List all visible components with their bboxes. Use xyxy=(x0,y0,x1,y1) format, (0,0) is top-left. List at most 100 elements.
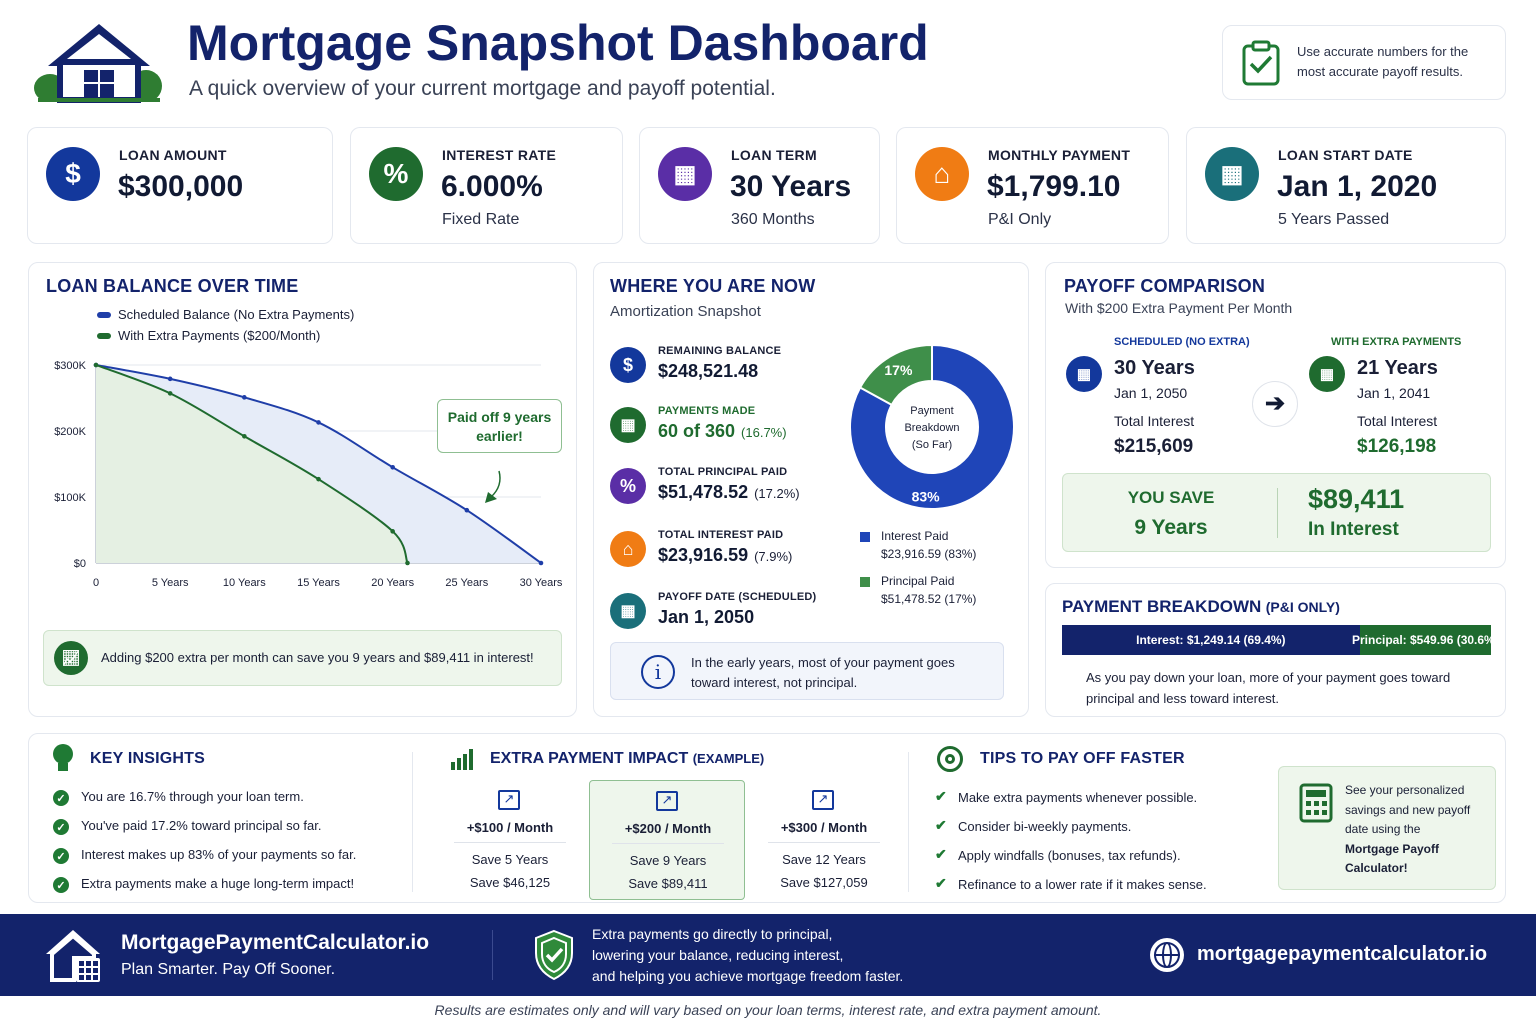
snapshot-value: $23,916.59 (7.9%) xyxy=(658,545,792,566)
snapshot-percent: (16.7%) xyxy=(741,425,787,440)
scheduled-date: Jan 1, 2050 xyxy=(1114,385,1188,401)
stat-card: % INTEREST RATE 6.000% Fixed Rate xyxy=(350,127,623,244)
legend-scheduled: Scheduled Balance (No Extra Payments) xyxy=(118,307,355,322)
dollar-icon: $ xyxy=(610,347,646,383)
donut-center-line-3: (So Far) xyxy=(911,439,953,451)
stat-value: 6.000% xyxy=(441,170,543,203)
you-save-years: 9 Years xyxy=(1134,516,1208,539)
promo-bold-2: Calculator! xyxy=(1345,861,1408,875)
impact-option-label: +$300 / Month xyxy=(780,820,868,835)
series-area-1 xyxy=(96,365,408,563)
donut-label: 17% xyxy=(884,362,913,378)
footer-site-link[interactable]: mortgagepaymentcalculator.io xyxy=(1197,943,1488,965)
check-icon: ✓ xyxy=(53,848,69,864)
legend-extra: With Extra Payments ($200/Month) xyxy=(118,328,321,343)
you-save-label: YOU SAVE xyxy=(1127,488,1215,507)
promo-bold-1: Mortgage Payoff xyxy=(1345,841,1440,856)
x-tick-label: 20 Years xyxy=(371,577,414,589)
checkmark-icon: ✔ xyxy=(935,846,947,862)
check-icon: ✓ xyxy=(53,819,69,835)
impact-option-label: +$100 / Month xyxy=(466,820,554,835)
snapshot-value-text: $248,521.48 xyxy=(658,361,759,381)
legend-swatch-extra xyxy=(97,333,111,339)
breakdown-bar-interest: Interest: $1,249.14 (69.4%) xyxy=(1062,625,1360,655)
key-insights-title: KEY INSIGHTS xyxy=(90,750,206,767)
tip-item: Apply windfalls (bonuses, tax refunds). xyxy=(958,848,1181,863)
impact-option[interactable]: ↗ +$200 / Month Save 9 Years Save $89,411 xyxy=(589,780,745,900)
calculator-promo[interactable]: See your personalized savings and new pa… xyxy=(1278,766,1496,890)
divider-2 xyxy=(908,752,909,892)
donut-legend-amount: $23,916.59 (83%) xyxy=(881,547,977,561)
snapshot-value-text: $23,916.59 xyxy=(658,545,749,565)
impact-option[interactable]: ↗ +$100 / Month Save 5 Years Save $46,125 xyxy=(432,780,588,900)
x-tick-label: 0 xyxy=(93,577,99,589)
scheduled-heading: SCHEDULED (NO EXTRA) xyxy=(1114,336,1250,348)
donut-slice-principal xyxy=(858,343,933,407)
tips-title: TIPS TO PAY OFF FASTER xyxy=(980,750,1185,767)
stat-subtext: 360 Months xyxy=(731,211,815,228)
breakdown-bar: Interest: $1,249.14 (69.4%) Principal: $… xyxy=(1062,625,1499,655)
y-tick-label: $300K xyxy=(54,360,86,372)
stat-label: LOAN TERM xyxy=(731,147,817,163)
lightbulb-icon xyxy=(51,744,75,774)
check-icon: ✓ xyxy=(53,877,69,893)
stat-value: Jan 1, 2020 xyxy=(1277,170,1438,203)
savings-box: YOU SAVE 9 Years $89,411 In Interest xyxy=(1062,473,1491,552)
tip-item: Make extra payments whenever possible. xyxy=(958,790,1198,805)
stat-card: ▦ LOAN TERM 30 Years 360 Months xyxy=(639,127,880,244)
annotation-line-1: Paid off 9 years xyxy=(447,409,552,425)
scheduled-calendar-icon: ▦ xyxy=(1066,356,1102,392)
calculator-icon xyxy=(1299,783,1333,823)
scheduled-interest-label: Total Interest xyxy=(1114,413,1195,429)
promo-line-3: date using the xyxy=(1345,822,1421,836)
donut-slice-interest xyxy=(849,343,1015,510)
loan-balance-chart: $0 $100K $200K $300K 0 5 Years 10 Years 15 Year… xyxy=(54,360,563,589)
impact-option-amount: Save $46,125 xyxy=(469,875,551,890)
impact-divider xyxy=(454,842,566,843)
payoff-annotation: Paid off 9 years earlier! xyxy=(437,399,562,453)
extra-heading: WITH EXTRA PAYMENTS xyxy=(1331,336,1462,348)
breakdown-bar-principal: Principal: $549.96 (30.6%) xyxy=(1352,625,1499,655)
impact-title-suffix: (EXAMPLE) xyxy=(692,751,765,766)
payment-breakdown-card: PAYMENT BREAKDOWN (P&I ONLY) Interest: $… xyxy=(1045,583,1506,717)
snapshot-label: TOTAL PRINCIPAL PAID xyxy=(658,466,788,478)
disclaimer: Results are estimates only and will vary… xyxy=(434,1002,1102,1018)
donut-center-line-1: Payment xyxy=(910,405,954,417)
footer-message-line-1: Extra payments go directly to principal, xyxy=(592,926,833,942)
insight-item: Extra payments make a huge long-term imp… xyxy=(81,876,355,891)
extra-years: 21 Years xyxy=(1357,357,1438,379)
globe-icon[interactable] xyxy=(1150,938,1184,972)
stat-value: 30 Years xyxy=(730,170,852,203)
donut-legend-amount: $51,478.52 (17%) xyxy=(881,592,977,606)
stat-subtext: P&I Only xyxy=(988,211,1052,228)
snapshot-value: $248,521.48 xyxy=(658,361,758,382)
dollar-icon: $ xyxy=(46,147,100,201)
payoff-comparison-card: PAYOFF COMPARISON With $200 Extra Paymen… xyxy=(1045,262,1506,568)
info-icon: i xyxy=(641,655,675,689)
snapshot-label: REMAINING BALANCE xyxy=(658,345,782,357)
check-icon: ✓ xyxy=(53,790,69,806)
trend-chart-icon: ↗ xyxy=(656,791,678,811)
savings-callout: 📈︎ Adding $200 extra per month can save … xyxy=(43,630,562,686)
arrow-icon: ➔ xyxy=(1252,381,1298,427)
breakdown-title-main: PAYMENT BREAKDOWN xyxy=(1062,597,1262,616)
insight-item: Interest makes up 83% of your payments s… xyxy=(81,847,357,862)
annotation-arrowhead xyxy=(485,492,497,503)
house-logo-icon xyxy=(34,24,162,103)
snapshot-value: Jan 1, 2050 xyxy=(658,607,754,628)
principal-bar-label: Principal: $549.96 (30.6%) xyxy=(1351,633,1499,647)
promo-line-1: See your personalized xyxy=(1345,783,1465,797)
stat-card: ▦ LOAN START DATE Jan 1, 2020 5 Years Passe… xyxy=(1186,127,1506,244)
calendar-icon: ▦ xyxy=(1205,147,1259,201)
insight-item: You are 16.7% through your loan term. xyxy=(81,789,304,804)
tip-item: Consider bi-weekly payments. xyxy=(958,819,1132,834)
impact-option[interactable]: ↗ +$300 / Month Save 12 Years Save $127,059 xyxy=(746,780,902,900)
breakdown-note: As you pay down your loan, more of your … xyxy=(1086,670,1451,706)
insights-strip: KEY INSIGHTS ✓ You are 16.7% through your… xyxy=(28,733,1506,903)
snapshot-label: PAYOFF DATE (SCHEDULED) xyxy=(658,591,817,603)
accuracy-note-text: Use accurate numbers for the most accura… xyxy=(1297,44,1469,79)
impact-title-main: EXTRA PAYMENT IMPACT xyxy=(490,750,689,767)
extra-interest-label: Total Interest xyxy=(1357,413,1438,429)
extra-calendar-icon: ▦ xyxy=(1309,356,1345,392)
annotation-line-2: earlier! xyxy=(476,428,523,444)
